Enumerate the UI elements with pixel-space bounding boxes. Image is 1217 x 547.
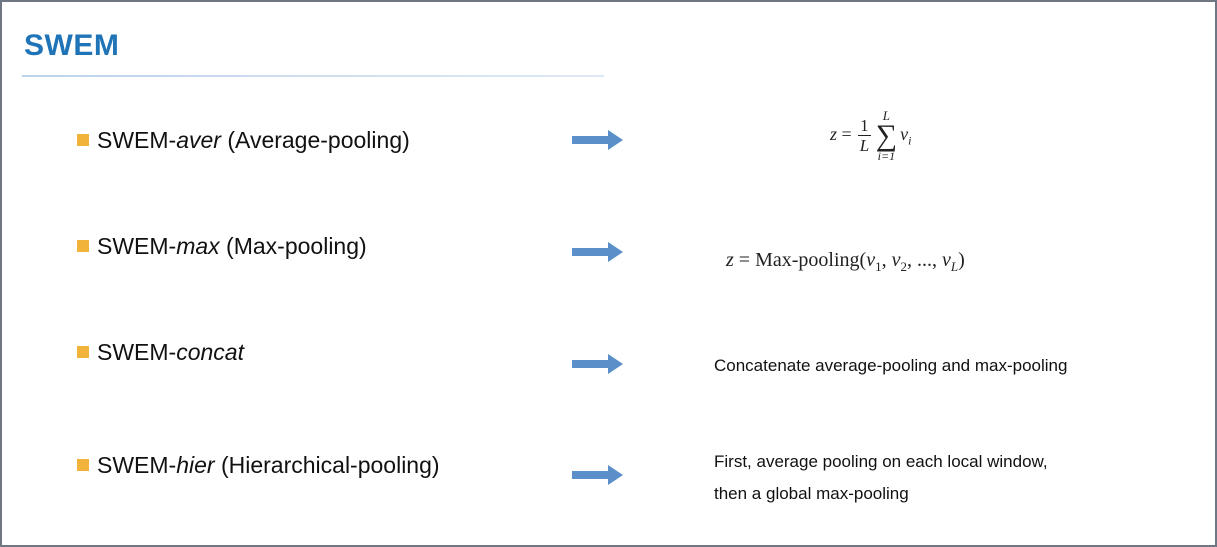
formula-open-paren: ( xyxy=(859,249,867,271)
formula-lhs: z xyxy=(726,249,734,271)
formula-average-pooling: z = 1 L L ∑ i=1 vi xyxy=(830,108,912,163)
formula-equals: = xyxy=(841,124,852,145)
formula-close-paren: ) xyxy=(958,249,965,271)
item-prefix: SWEM- xyxy=(97,127,177,153)
item-variant: hier xyxy=(176,452,215,478)
formula-subscript: 1 xyxy=(875,259,882,274)
item-variant: concat xyxy=(176,339,244,365)
bullet-item-swem-max: SWEM-max (Max-pooling) xyxy=(77,233,367,260)
formula-ellipsis: ... xyxy=(916,249,932,271)
item-prefix: SWEM- xyxy=(97,339,177,365)
sum-upper-limit: L xyxy=(882,108,890,123)
bullet-item-swem-concat: SWEM-concat xyxy=(77,339,244,366)
item-prefix: SWEM- xyxy=(97,452,177,478)
square-bullet-icon xyxy=(77,346,89,358)
fraction-numerator: 1 xyxy=(858,115,871,136)
item-prefix: SWEM- xyxy=(97,233,177,259)
formula-subscript: L xyxy=(950,259,959,274)
formula-var: v xyxy=(866,249,876,271)
hier-description-line-1: First, average pooling on each local win… xyxy=(714,452,1048,471)
item-suffix: (Average-pooling) xyxy=(220,127,410,153)
title-underline xyxy=(22,75,604,77)
formula-lhs: z xyxy=(830,124,838,145)
formula-equals: = xyxy=(738,249,751,271)
formula-var: v xyxy=(891,249,901,271)
right-arrow-icon xyxy=(572,465,623,485)
fraction-denominator: L xyxy=(859,135,870,155)
slide-title: SWEM xyxy=(24,29,120,62)
formula-comma: , xyxy=(906,249,912,271)
square-bullet-icon xyxy=(77,134,89,146)
item-suffix: (Hierarchical-pooling) xyxy=(214,452,440,478)
formula-comma: , xyxy=(881,249,887,271)
formula-term: v xyxy=(900,124,909,145)
formula-comma: , xyxy=(931,249,937,271)
right-arrow-icon xyxy=(572,130,623,150)
sigma-symbol: ∑ xyxy=(875,119,898,152)
formula-operator: Max-pooling xyxy=(755,249,860,271)
item-variant: max xyxy=(176,233,220,259)
bullet-item-swem-hier: SWEM-hier (Hierarchical-pooling) xyxy=(77,452,440,479)
formula-var: v xyxy=(941,249,951,271)
right-arrow-icon xyxy=(572,242,623,262)
right-arrow-icon xyxy=(572,354,623,374)
bullet-item-swem-aver: SWEM-aver (Average-pooling) xyxy=(77,127,410,154)
formula-max-pooling: z = Max-pooling(v1, v2, ..., vL) xyxy=(726,249,965,275)
formula-term-subscript: i xyxy=(908,133,912,148)
formula-subscript: 2 xyxy=(900,259,907,274)
square-bullet-icon xyxy=(77,240,89,252)
item-suffix: (Max-pooling) xyxy=(219,233,367,259)
summation: L ∑ i=1 xyxy=(875,108,898,163)
hier-description-line-2: then a global max-pooling xyxy=(714,484,909,503)
sum-lower-limit: i=1 xyxy=(877,149,896,163)
square-bullet-icon xyxy=(77,459,89,471)
item-variant: aver xyxy=(176,127,221,153)
hier-description: First, average pooling on each local win… xyxy=(714,446,1048,510)
concat-description: Concatenate average-pooling and max-pool… xyxy=(714,356,1068,375)
